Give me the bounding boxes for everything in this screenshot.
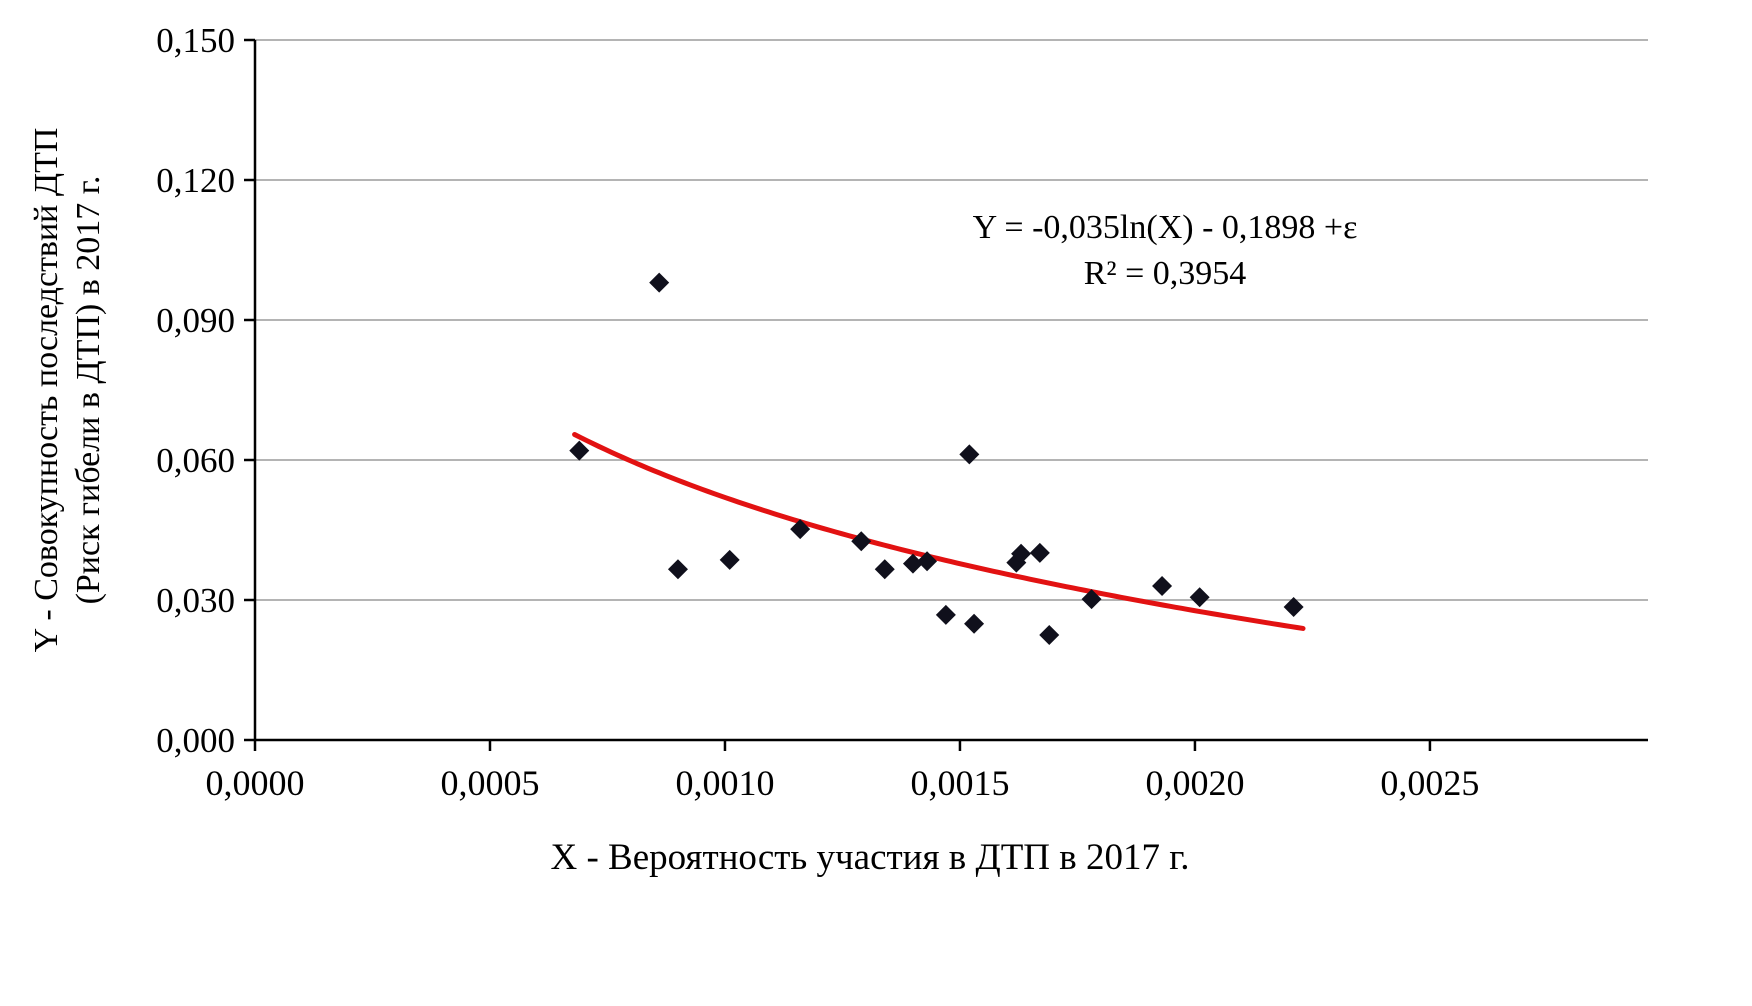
y-tick-label: 0,060 [156, 441, 235, 480]
x-tick-label: 0,0015 [910, 763, 1009, 803]
data-point [1029, 542, 1050, 563]
y-tick-label: 0,120 [156, 161, 235, 200]
y-axis-title-line1: Y - Совокупность последствий ДТП [28, 127, 65, 653]
x-tick-label: 0,0010 [675, 763, 774, 803]
scatter-points [569, 272, 1304, 645]
y-tick-label: 0,000 [156, 721, 235, 760]
data-point [935, 604, 956, 625]
data-point [1011, 543, 1032, 564]
y-axis-title: Y - Совокупность последствий ДТП (Риск г… [26, 34, 110, 746]
data-point [667, 559, 688, 580]
data-point [1081, 589, 1102, 610]
data-point [902, 553, 923, 574]
trendline-equation: Y = -0,035ln(X) - 0,1898 +ε R² = 0,3954 [900, 205, 1430, 297]
data-point [569, 440, 590, 461]
x-tick-label: 0,0005 [440, 763, 539, 803]
data-point [1006, 552, 1027, 573]
data-point [1039, 625, 1060, 645]
gridlines [255, 39, 1648, 601]
data-point [851, 531, 872, 552]
data-point [959, 444, 980, 465]
trendline-curve [572, 431, 1306, 631]
data-point [1283, 597, 1304, 617]
x-tick-label: 0,0000 [206, 763, 305, 803]
y-axis-title-line2: (Риск гибели в ДТП) в 2017 г. [70, 175, 107, 605]
data-point [649, 272, 670, 293]
data-point [719, 549, 740, 570]
x-tick-label: 0,0025 [1380, 763, 1479, 803]
data-point [1189, 587, 1210, 608]
data-point [790, 519, 811, 540]
y-tick-label: 0,150 [156, 21, 235, 60]
x-axis-ticks: 0,0000 0,0005 0,0010 0,0015 0,0020 0,0025 [206, 740, 1479, 803]
data-point [1152, 576, 1173, 596]
data-point [874, 559, 895, 580]
data-point [964, 613, 985, 634]
x-tick-label: 0,0020 [1145, 763, 1244, 803]
r-squared-line: R² = 0,3954 [1083, 255, 1247, 292]
data-point [917, 551, 938, 572]
y-axis-ticks: 0,000 0,030 0,060 0,090 0,120 0,150 [156, 21, 255, 760]
equation-line: Y = -0,035ln(X) - 0,1898 +ε [972, 209, 1358, 246]
y-tick-label: 0,090 [156, 301, 235, 340]
axes [253, 40, 1648, 742]
x-axis-title: X - Вероятность участия в ДТП в 2017 г. [550, 837, 1190, 878]
y-tick-label: 0,030 [156, 581, 235, 620]
